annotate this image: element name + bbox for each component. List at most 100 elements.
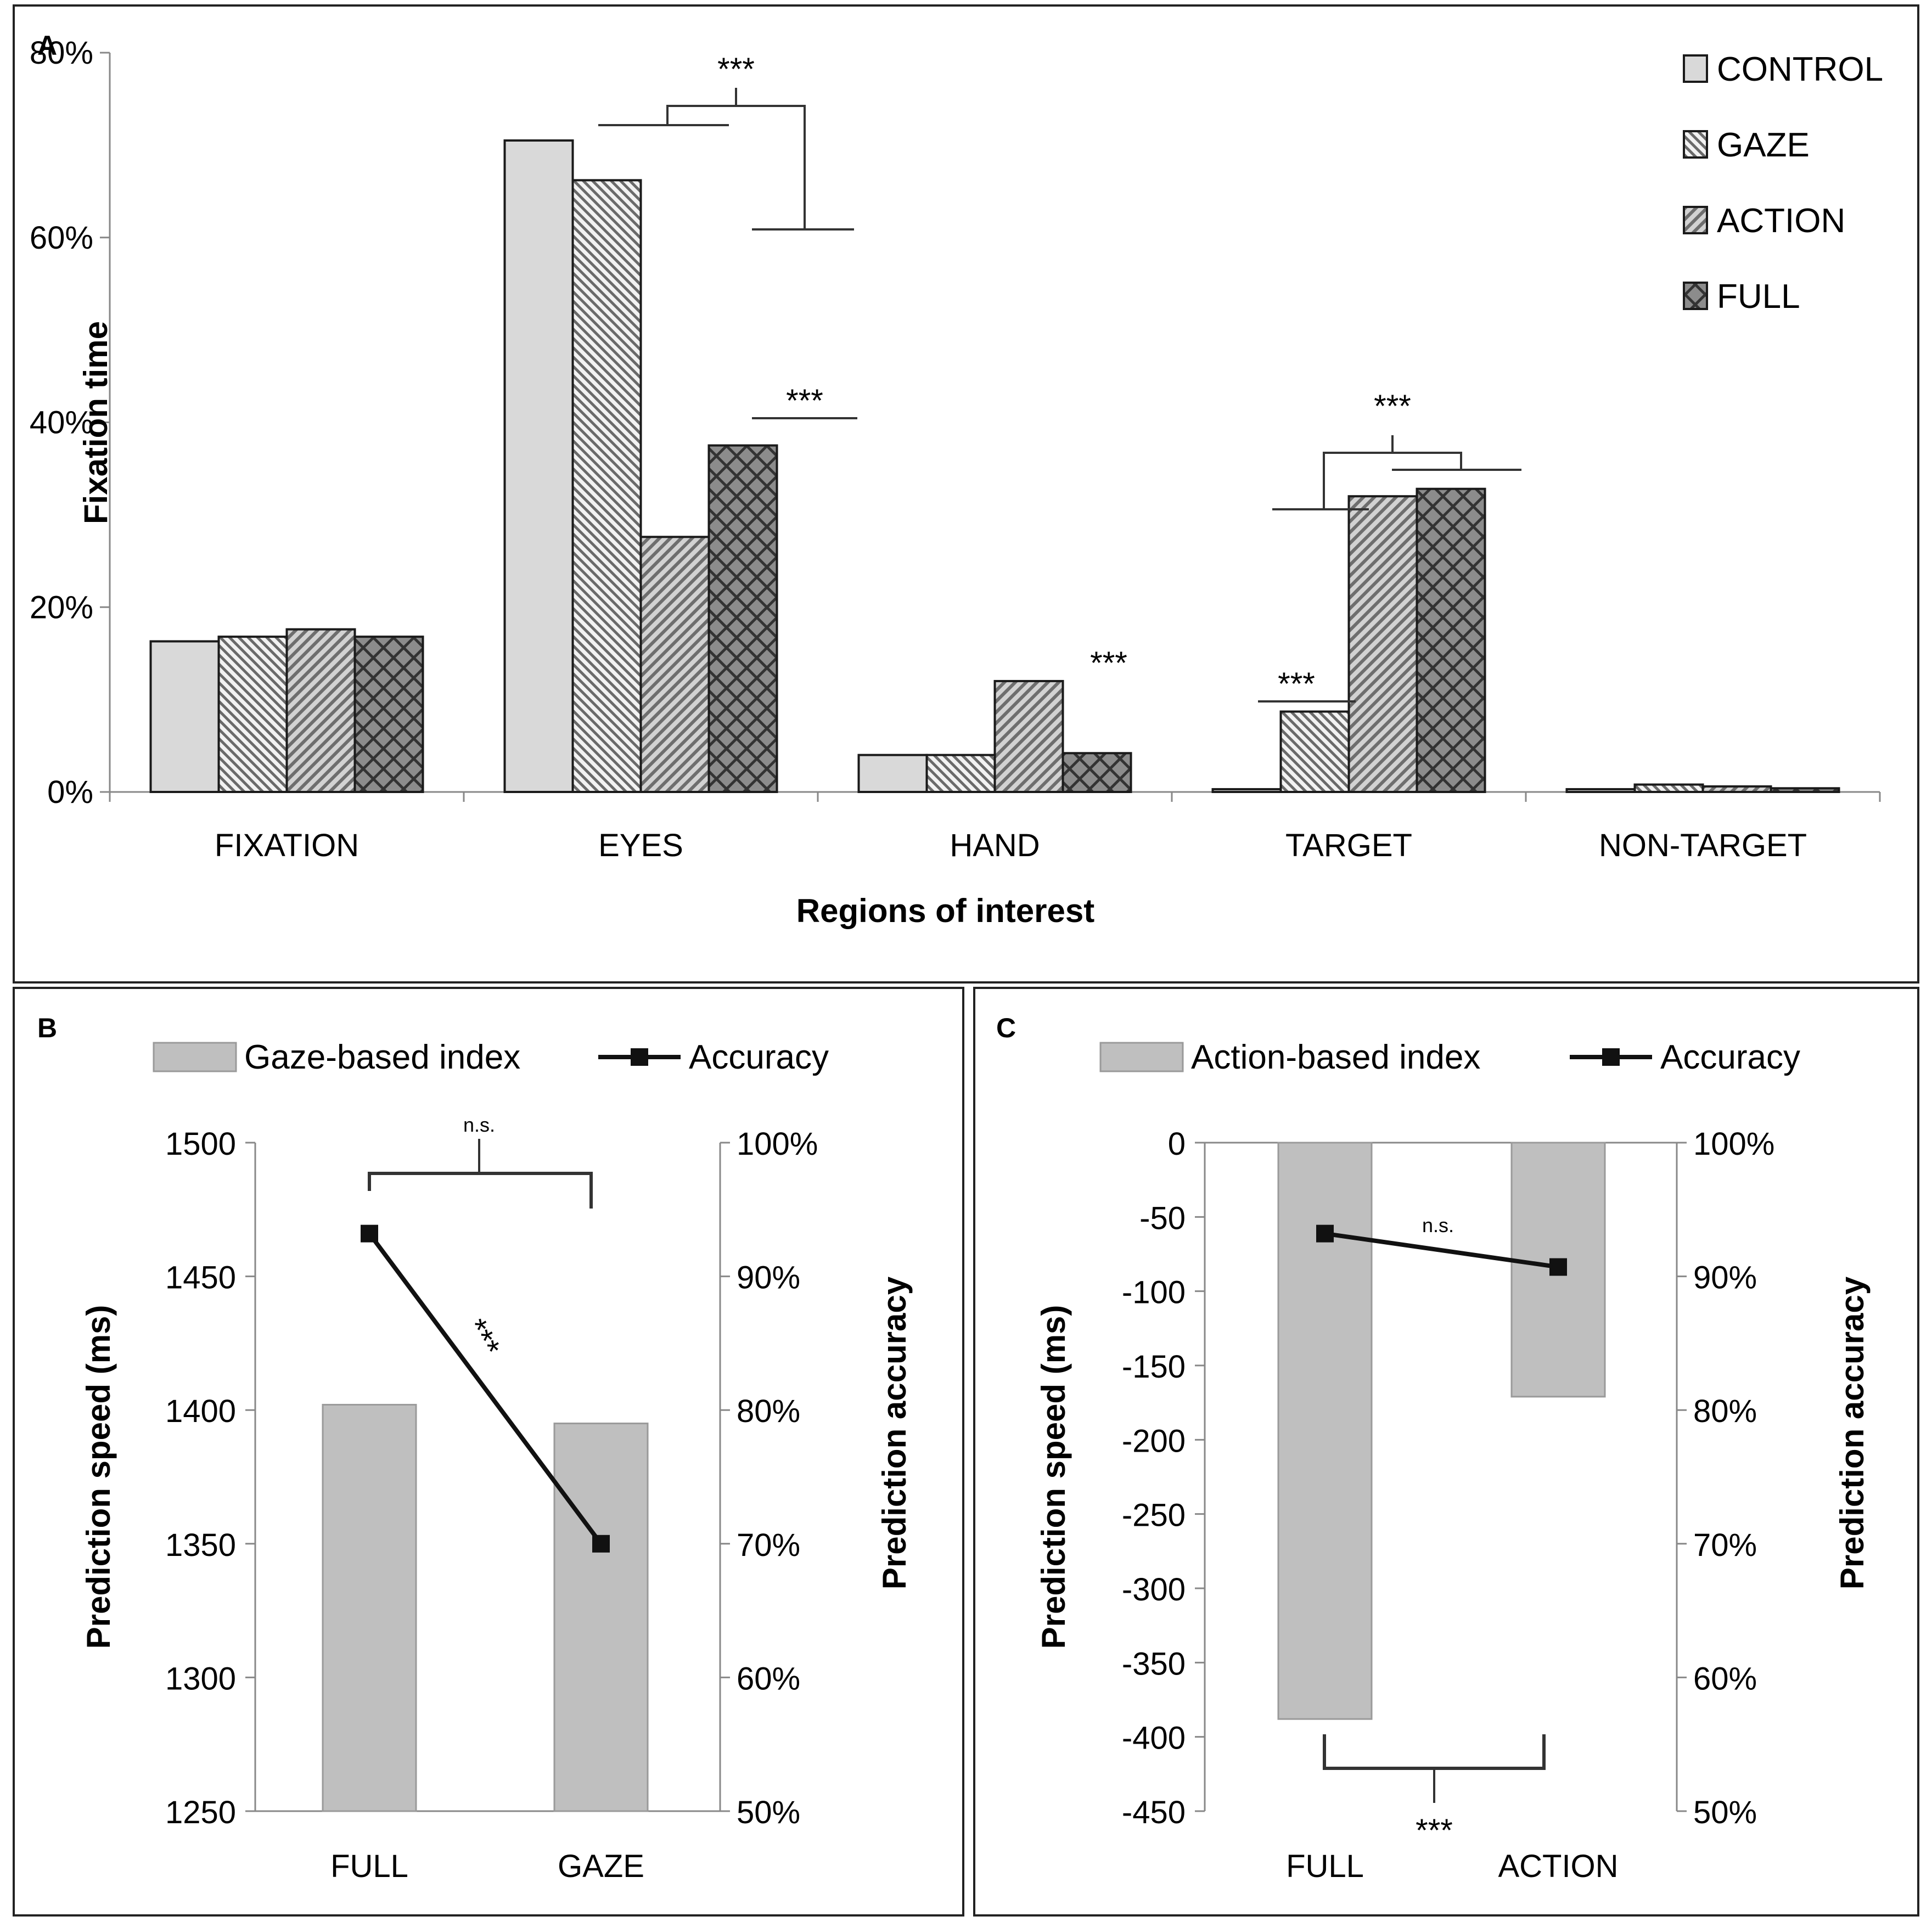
- b-y-axis-label-right: Prediction accuracy: [876, 1276, 913, 1589]
- c-y-axis-label-right: Prediction accuracy: [1834, 1276, 1871, 1589]
- c-y-axis-label: Prediction speed (ms): [1035, 1305, 1072, 1649]
- b-accuracy-line: [367, 1232, 603, 1546]
- b-y-tick-label: 1450: [165, 1260, 236, 1296]
- c-category-label-action: ACTION: [1498, 1848, 1618, 1884]
- a-bar-target-control: [1211, 788, 1282, 793]
- panel-a-frame: [13, 4, 1919, 984]
- chart-b: 1250 1300 1350 1400 1450 1500 50% 60% 70% 80% 90% 1…: [80, 1038, 913, 1884]
- b-y-right-tick-label: 90%: [737, 1260, 800, 1296]
- a-legend-label-full: FULL: [1717, 278, 1800, 316]
- b-legend-label-bar: Gaze-based index: [244, 1038, 520, 1076]
- c-sig-accuracy: n.s.: [1422, 1214, 1454, 1237]
- a-bar-hand-control: [857, 754, 928, 794]
- a-bar-eyes-action: [639, 536, 710, 793]
- a-bar-non-target-action: [1701, 785, 1772, 793]
- a-bar-target-action: [1347, 495, 1418, 793]
- b-bracket-bars: [368, 1172, 593, 1209]
- a-category-label-fixation: FIXATION: [215, 828, 359, 863]
- a-eyes-sig-groups: ***: [717, 52, 755, 87]
- chart-c: -450 -400 -350 -300 -250 -200 -150 -100 -50 0 50% 6…: [1035, 1038, 1871, 1884]
- a-y-tick-label: 20%: [30, 589, 93, 625]
- chart-a: 0% 20% 40% 60% 80% FIXATION EYES HAND TARGET NON-…: [30, 35, 1883, 929]
- panel-c-label: C: [996, 1013, 1016, 1043]
- b-y-tick-label: 1350: [165, 1527, 236, 1563]
- a-y-tick-label: 0%: [47, 774, 93, 810]
- c-y-tick-label: -400: [1122, 1721, 1186, 1756]
- a-legend-label-action: ACTION: [1717, 202, 1845, 240]
- b-sig-accuracy: ***: [458, 1313, 507, 1363]
- a-bar-hand-gaze: [925, 754, 996, 794]
- b-accuracy-point-full: [361, 1224, 378, 1243]
- panel-b-label: B: [37, 1013, 57, 1043]
- b-y-right-tick-label: 80%: [737, 1393, 800, 1429]
- a-legend-label-gaze: GAZE: [1717, 126, 1810, 164]
- a-bar-hand-action: [993, 679, 1064, 793]
- a-bar-target-gaze: [1279, 710, 1350, 794]
- b-y-tick-label: 1300: [165, 1661, 236, 1696]
- c-category-label-full: FULL: [1286, 1848, 1364, 1884]
- c-y-tick-label: -200: [1122, 1423, 1186, 1459]
- panel-a-label: A: [37, 30, 57, 61]
- b-accuracy-point-gaze: [592, 1535, 610, 1553]
- b-bar-gaze: [553, 1423, 649, 1812]
- a-y-tick-label: 80%: [30, 35, 93, 71]
- a-bar-non-target-gaze: [1633, 783, 1704, 794]
- a-bar-non-target-control: [1565, 788, 1636, 793]
- b-legend-label-line: Accuracy: [689, 1038, 829, 1076]
- a-x-axis-label: Regions of interest: [796, 892, 1094, 929]
- a-category-label-target: TARGET: [1285, 828, 1412, 863]
- b-y-right-tick-label: 100%: [737, 1126, 818, 1162]
- a-bar-target-full: [1416, 487, 1486, 793]
- panel-c-frame: [973, 987, 1919, 1917]
- b-y-right-tick-label: 70%: [737, 1527, 800, 1563]
- c-y-tick-label: 0: [1168, 1126, 1186, 1162]
- a-legend-swatch-action: [1683, 206, 1708, 234]
- c-y-tick-label: -50: [1139, 1200, 1186, 1236]
- a-bar-eyes-gaze: [571, 179, 642, 793]
- a-legend-label-control: CONTROL: [1717, 50, 1883, 88]
- b-sig-bars: n.s.: [463, 1114, 495, 1136]
- c-y-tick-label: -250: [1122, 1498, 1186, 1533]
- c-y-tick-label: -150: [1122, 1349, 1186, 1385]
- a-bar-fixation-control: [149, 640, 220, 793]
- a-category-label-hand: HAND: [950, 828, 1040, 863]
- a-y-tick-label: 40%: [30, 405, 93, 441]
- b-y-right-tick-label: 50%: [737, 1795, 800, 1830]
- c-legend-label-bar: Action-based index: [1191, 1038, 1480, 1076]
- c-sig-bars: ***: [1416, 1813, 1453, 1848]
- a-bar-non-target-full: [1770, 787, 1840, 794]
- c-y-right-tick-label: 90%: [1693, 1260, 1757, 1296]
- a-bar-eyes-full: [707, 444, 778, 793]
- c-legend-swatch-marker: [1602, 1048, 1620, 1066]
- a-bar-fixation-action: [285, 628, 356, 794]
- a-category-label-eyes: EYES: [598, 828, 683, 863]
- b-y-right-tick-label: 60%: [737, 1661, 800, 1696]
- b-category-label-gaze: GAZE: [558, 1848, 644, 1884]
- a-target-sig-control-gaze: ***: [1278, 666, 1315, 702]
- b-category-label-full: FULL: [330, 1848, 408, 1884]
- b-y-tick-label: 1500: [165, 1126, 236, 1162]
- c-y-right-tick-label: 50%: [1693, 1795, 1757, 1830]
- b-y-tick-label: 1250: [165, 1795, 236, 1830]
- a-y-tick-label: 60%: [30, 220, 93, 256]
- a-bar-eyes-control: [503, 139, 574, 793]
- panel-b-frame: [13, 987, 964, 1917]
- a-eyes-sig-action-full: ***: [786, 383, 823, 419]
- a-y-axis-label: Fixation time: [77, 321, 114, 524]
- c-legend-swatch-bar: [1099, 1042, 1184, 1072]
- a-target-sig-groups: ***: [1374, 389, 1411, 424]
- b-legend-swatch-marker: [631, 1048, 648, 1066]
- b-bar-full: [322, 1403, 417, 1812]
- b-legend-swatch-bar: [153, 1042, 237, 1072]
- a-bar-fixation-full: [353, 636, 424, 793]
- a-legend-swatch-control: [1683, 54, 1708, 83]
- a-bar-hand-full: [1062, 752, 1132, 793]
- c-y-tick-label: -350: [1122, 1646, 1186, 1682]
- c-y-right-tick-label: 60%: [1693, 1661, 1757, 1696]
- a-hand-sig-action: ***: [1090, 645, 1127, 681]
- a-legend-swatch-full: [1683, 282, 1708, 310]
- c-accuracy-point-full: [1316, 1224, 1334, 1243]
- c-legend-label-line: Accuracy: [1660, 1038, 1800, 1076]
- a-legend-swatch-gaze: [1683, 130, 1708, 159]
